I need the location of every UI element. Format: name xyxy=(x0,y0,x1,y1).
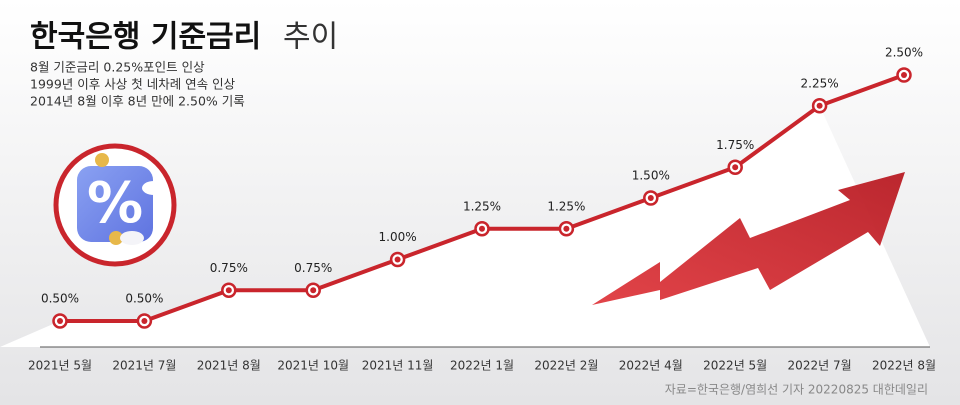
subtitle: 8월 기준금리 0.25%포인트 인상 xyxy=(30,60,205,75)
chart-title-suffix: 추이 xyxy=(283,20,338,55)
marker-dot xyxy=(57,318,63,324)
source: 자료=한국은행/염희선 기자 20220825 대한데일리 xyxy=(665,382,928,397)
marker-dot xyxy=(479,225,485,232)
marker-dot xyxy=(225,287,232,294)
x-tick-label: 2022년 8월 xyxy=(872,359,936,373)
marker-dot xyxy=(647,195,654,201)
subtitle: 2014년 8월 이후 8년 만에 2.50% 기록 xyxy=(30,94,245,109)
value-label: 2.25% xyxy=(801,76,839,90)
x-tick-label: 2021년 5월 xyxy=(28,359,92,373)
x-tick-label: 2022년 4월 xyxy=(619,359,683,373)
percent-icon: % xyxy=(53,143,177,267)
x-tick-label: 2021년 11월 xyxy=(362,359,434,373)
value-label: 2.50% xyxy=(885,46,923,60)
value-label: 1.25% xyxy=(463,199,501,213)
arrow-decoration xyxy=(592,172,905,305)
subtitle: 1999년 이후 사상 첫 네차례 연속 인상 xyxy=(30,77,236,92)
value-label: 1.00% xyxy=(379,230,417,244)
value-label: 0.75% xyxy=(294,261,332,275)
marker-dot xyxy=(816,102,823,109)
value-label: 1.75% xyxy=(716,138,754,152)
marker-dot xyxy=(901,72,907,78)
value-label: 1.25% xyxy=(547,199,585,213)
chart-title: 한국은행 기준금리 xyxy=(30,20,261,55)
x-tick-label: 2022년 5월 xyxy=(703,359,767,373)
x-tick-label: 2021년 10월 xyxy=(277,359,349,373)
marker-dot xyxy=(394,256,401,263)
x-tick-label: 2022년 2월 xyxy=(534,359,598,373)
value-label: 1.50% xyxy=(632,169,670,183)
svg-text:%: % xyxy=(87,171,143,236)
x-tick-label: 2022년 1월 xyxy=(450,359,514,373)
x-tick-label: 2022년 7월 xyxy=(788,359,852,373)
x-tick-label: 2021년 8월 xyxy=(197,359,261,373)
x-tick-label: 2021년 7월 xyxy=(112,359,176,373)
marker-dot xyxy=(563,225,570,232)
value-label: 0.50% xyxy=(125,292,163,306)
value-label: 0.75% xyxy=(210,261,248,275)
marker-dot xyxy=(310,287,317,294)
marker-dot xyxy=(141,318,148,324)
value-label: 0.50% xyxy=(41,292,79,306)
marker-dot xyxy=(732,164,739,171)
